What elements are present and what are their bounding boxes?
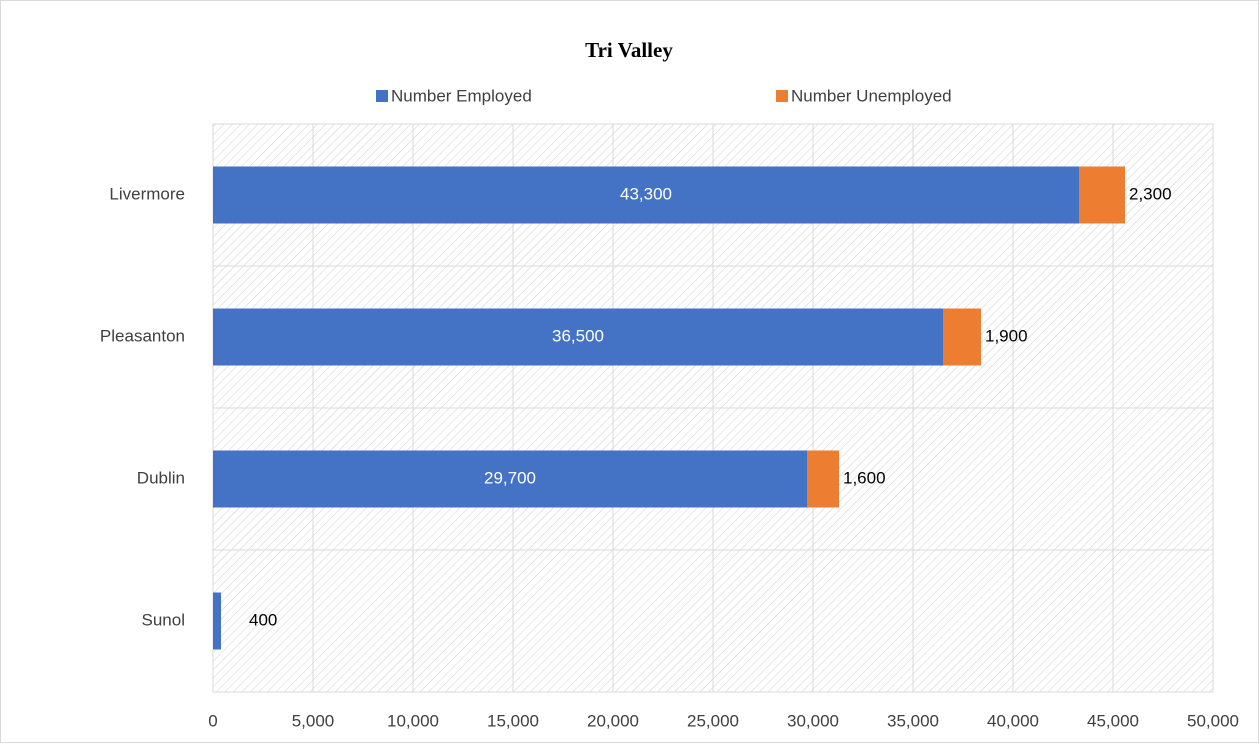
data-label: 400 [249, 610, 277, 629]
y-tick-label: Livermore [109, 184, 185, 203]
bar-segment [1079, 166, 1125, 224]
legend-swatch [376, 90, 388, 102]
data-label: 1,600 [843, 468, 886, 487]
x-tick-label: 40,000 [987, 711, 1039, 730]
bar-segment [213, 308, 943, 366]
y-tick-label: Sunol [142, 610, 185, 629]
bar-segment [213, 592, 221, 650]
x-tick-label: 45,000 [1087, 711, 1139, 730]
x-tick-label: 35,000 [887, 711, 939, 730]
legend-swatch [776, 90, 788, 102]
bar-segment [943, 308, 981, 366]
data-label: 1,900 [985, 326, 1028, 345]
data-label: 36,500 [552, 326, 604, 345]
bar-segment [213, 166, 1079, 224]
x-tick-label: 20,000 [587, 711, 639, 730]
data-label: 43,300 [620, 184, 672, 203]
bar-segment [213, 450, 807, 508]
x-tick-label: 10,000 [387, 711, 439, 730]
x-tick-label: 30,000 [787, 711, 839, 730]
legend-label: Number Employed [391, 86, 532, 105]
x-tick-label: 0 [208, 711, 217, 730]
legend-label: Number Unemployed [791, 86, 952, 105]
x-tick-label: 25,000 [687, 711, 739, 730]
data-label: 2,300 [1129, 184, 1172, 203]
bar-segment [807, 450, 839, 508]
data-label: 29,700 [484, 468, 536, 487]
y-tick-label: Pleasanton [100, 326, 185, 345]
y-tick-label: Dublin [137, 468, 185, 487]
x-tick-label: 15,000 [487, 711, 539, 730]
x-tick-label: 50,000 [1187, 711, 1239, 730]
chart-title: Tri Valley [585, 38, 673, 62]
x-tick-label: 5,000 [292, 711, 335, 730]
